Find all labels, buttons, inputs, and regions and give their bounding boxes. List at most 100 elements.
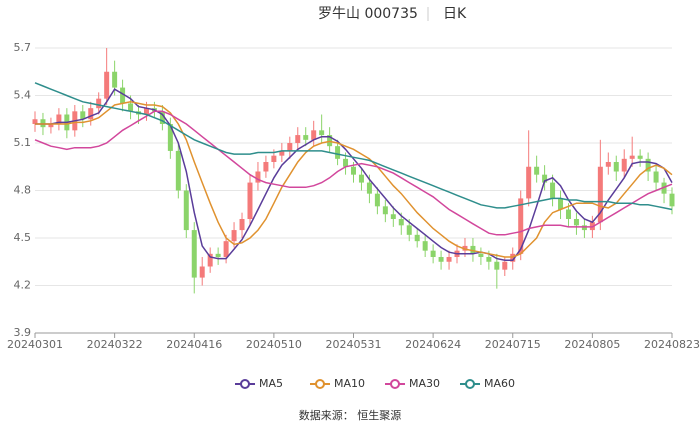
candle-body [613,162,619,172]
candle-body [207,253,213,267]
candle-body [358,174,364,183]
candle-body [438,257,444,262]
candle-body [335,146,341,159]
legend-marker [315,379,325,389]
candle-body [231,230,237,242]
candle-body [581,225,587,231]
candle-body [40,119,46,128]
candle-body [239,219,245,231]
source: 数据来源： 恒生聚源 [299,408,402,422]
candle-body [287,143,293,151]
candle-body [661,182,667,194]
candle-body [629,155,635,159]
candle-body [565,209,571,219]
candle-body [159,111,165,124]
legend-marker [240,379,250,389]
legend-label: MA60 [484,377,515,390]
candle-body [573,219,579,226]
candle-body [597,166,603,223]
candle-body [510,253,516,262]
candle-body [199,266,205,278]
candle-body [223,241,229,257]
y-tick-label: 4.2 [14,279,32,292]
candle-body [470,245,476,254]
candle-body [669,193,675,207]
candle-body [605,162,611,167]
candle-body [48,124,54,128]
ma-line [34,110,673,236]
x-tick-label: 20240715 [485,338,541,351]
candle-body [175,150,181,191]
y-tick-label: 5.7 [14,41,32,54]
candle-body [621,158,627,172]
candle-body [295,135,301,143]
candle-body [104,71,110,99]
candle-body [311,130,317,140]
legend-marker [390,379,400,389]
legend-label: MA5 [259,377,283,390]
candle-body [351,166,356,175]
candle-body [120,87,126,104]
ma-line [35,101,673,258]
period: 日K [443,6,467,22]
candle-body [255,171,261,183]
chart-title: 罗牛山 000735 [318,6,418,22]
candle-body [128,103,134,112]
candle-body [112,71,118,88]
candle-body [263,162,269,172]
candle-body [406,225,412,235]
legend-label: MA30 [409,377,440,390]
candle-body [183,190,189,231]
x-tick-label: 20240805 [564,338,620,351]
candle-body [271,155,277,162]
ma-line [35,88,673,261]
candle-body [422,241,428,251]
candle-body [96,98,102,109]
x-tick-label: 20240416 [166,338,222,351]
candle-body [494,261,500,270]
candle-body [637,155,643,159]
candle-body [247,182,253,219]
candle-body [319,130,325,136]
candle-body [303,135,309,140]
candle-body [167,124,173,151]
x-tick-label: 20240301 [7,338,63,351]
y-tick-label: 5.4 [14,89,32,102]
legend-marker [465,379,475,389]
candle-body [143,108,149,115]
y-tick-label: 5.1 [14,136,32,149]
candle-body [430,250,436,257]
candle-body [414,234,420,242]
candle-body [645,158,651,172]
x-tick-label: 20240531 [326,338,382,351]
candle-body [374,193,380,207]
x-tick-label: 20240322 [87,338,143,351]
y-tick-label: 4.8 [14,184,32,197]
candle-body [518,198,524,254]
candle-body [56,114,62,124]
y-tick-label: 4.5 [14,231,32,244]
candle-body [526,166,532,199]
candle-body [191,230,197,278]
candle-body [88,108,94,120]
x-tick-label: 20240510 [246,338,302,351]
candle-body [558,198,564,210]
x-tick-label: 20240624 [405,338,461,351]
candle-body [653,171,659,183]
candle-body [32,119,38,124]
candle-body [390,214,396,219]
candle-body [215,253,221,257]
candle-body [327,135,333,147]
candle-body [382,206,388,215]
candle-body [550,182,556,199]
candle-body [446,257,452,262]
candle-body [478,253,484,257]
candle-body [486,257,492,262]
candle-body [366,182,372,194]
candle-body [279,150,285,156]
y-tick-label: 3.9 [14,326,32,339]
candle-body [502,261,508,270]
legend-label: MA10 [334,377,365,390]
candle-body [398,219,404,226]
